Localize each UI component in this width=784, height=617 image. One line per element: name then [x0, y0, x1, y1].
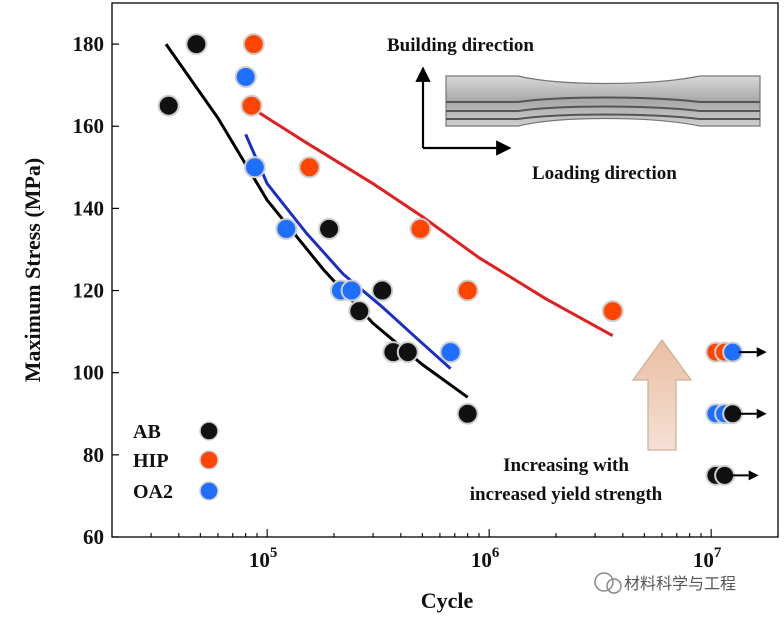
- watermark-text: 材料科学与工程: [624, 574, 736, 593]
- runout-arrow-head: [756, 347, 767, 358]
- fit-curves: [164, 43, 614, 399]
- y-tick-label: 120: [73, 279, 105, 303]
- specimen-layer-line: [446, 96, 760, 103]
- fit-curve-hip: [247, 104, 614, 338]
- fit-curve-oa2: [244, 133, 452, 370]
- data-point-ab: [348, 300, 371, 323]
- data-point-ab: [318, 217, 341, 240]
- x-tick-label: 107: [693, 545, 722, 572]
- y-tick-label: 140: [73, 196, 105, 220]
- legend-marker-oa2: [199, 481, 219, 501]
- specimen-inset: Building direction Loading direction: [387, 35, 761, 184]
- watermark-logo-icon: [594, 572, 614, 592]
- data-point-ab: [456, 402, 479, 425]
- legend-label-ab: AB: [133, 421, 161, 443]
- fit-curve-ab: [164, 43, 469, 399]
- increase-label-line1: Increasing with: [503, 455, 629, 476]
- data-point-hip: [242, 33, 265, 56]
- specimen-layer-line: [446, 105, 760, 112]
- data-point-hip: [240, 94, 263, 117]
- building-direction-label: Building direction: [387, 35, 534, 56]
- data-point-hip: [456, 279, 479, 302]
- data-point-oa2: [243, 156, 266, 179]
- x-axis-label: Cycle: [421, 588, 474, 613]
- x-tick-label: 105: [249, 545, 278, 572]
- axis-ticks: 60 80 100 120 140 160 180 105 106 107: [73, 32, 779, 572]
- y-tick-label: 80: [83, 443, 104, 467]
- y-tick-label: 60: [83, 525, 104, 549]
- legend-marker-hip: [199, 450, 219, 470]
- specimen-shape: [445, 75, 761, 127]
- data-point-hip: [409, 217, 432, 240]
- data-point-hip: [298, 156, 321, 179]
- data-point-oa2: [439, 341, 462, 364]
- data-point-ab: [396, 341, 419, 364]
- y-axis-label: Maximum Stress (MPa): [20, 158, 45, 382]
- data-point-ab: [371, 279, 394, 302]
- runout-arrow-head: [756, 408, 767, 419]
- specimen-layer-line: [446, 113, 760, 120]
- y-tick-label: 100: [73, 361, 105, 385]
- data-point-oa2: [234, 65, 257, 88]
- runout-points: [705, 341, 767, 486]
- legend-label-hip: HIP: [133, 450, 169, 472]
- watermark: 材料科学与工程: [594, 572, 736, 594]
- data-point-ab: [157, 94, 180, 117]
- legend-label-oa2: OA2: [133, 481, 173, 503]
- runout-arrow-head: [748, 470, 759, 481]
- data-point-ab: [185, 33, 208, 56]
- y-tick-label: 160: [73, 114, 105, 138]
- legend-marker-ab: [199, 421, 219, 441]
- y-tick-label: 180: [73, 32, 105, 56]
- data-point-hip: [601, 300, 624, 323]
- data-point-oa2: [275, 217, 298, 240]
- legend: AB HIP OA2: [133, 421, 219, 503]
- plot-frame: [111, 2, 779, 538]
- loading-direction-label: Loading direction: [532, 163, 677, 184]
- data-points: [157, 33, 624, 425]
- x-tick-label: 106: [471, 545, 500, 572]
- watermark-logo-icon: [606, 578, 622, 594]
- data-point-oa2: [340, 279, 363, 302]
- increase-arrow: [631, 338, 693, 451]
- increase-label-line2: increased yield strength: [470, 484, 663, 505]
